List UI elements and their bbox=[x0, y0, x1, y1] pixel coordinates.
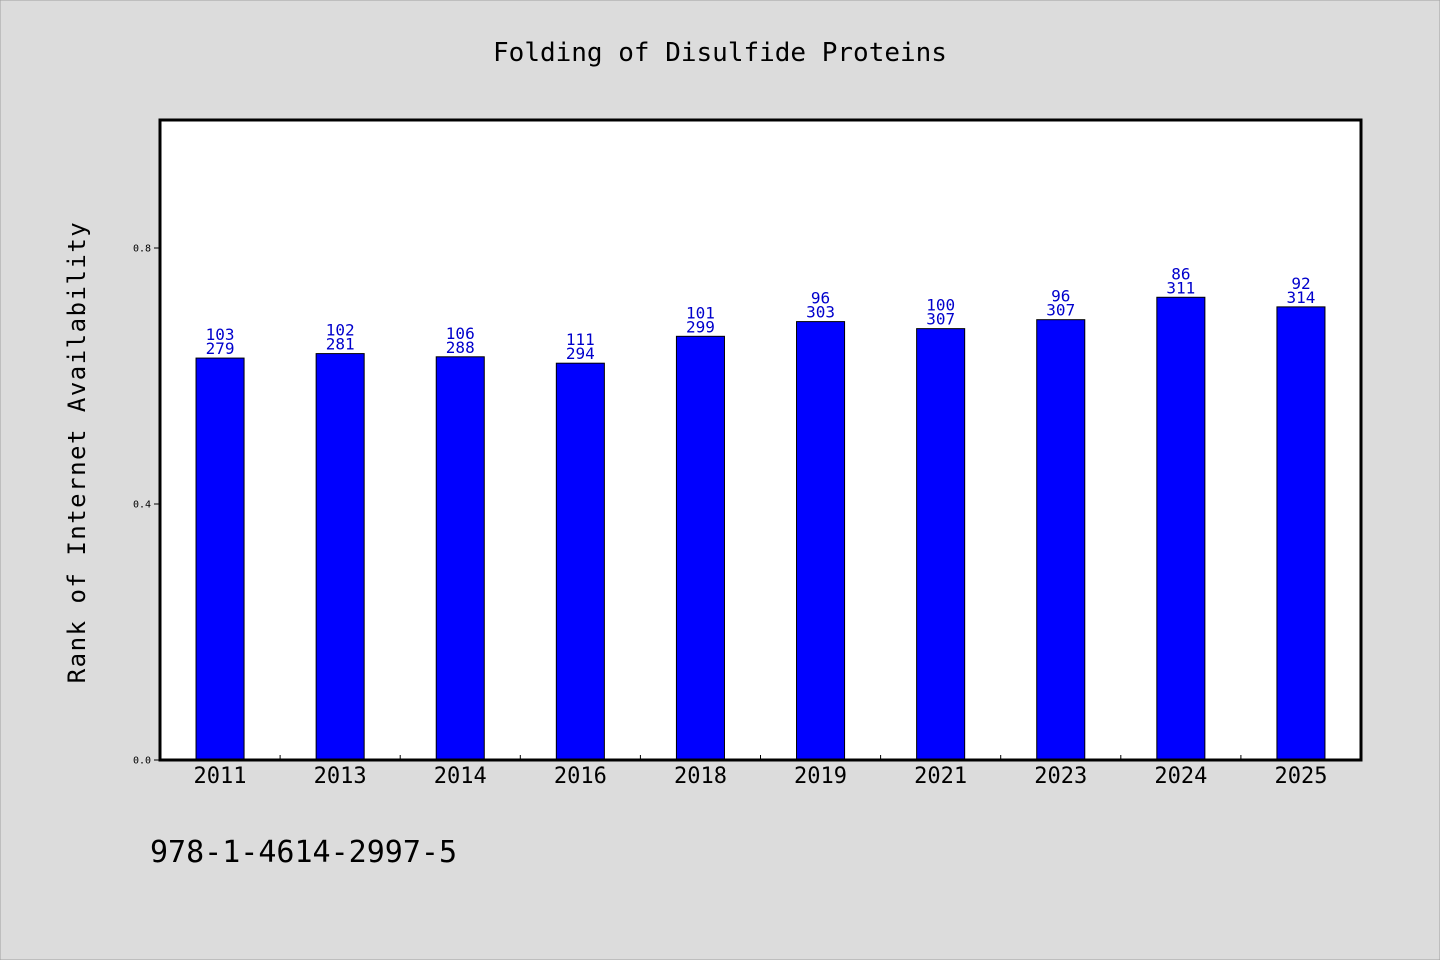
bar-annotation-bottom: 307 bbox=[1046, 301, 1075, 320]
bar-annotation-bottom: 307 bbox=[926, 310, 955, 329]
x-tick-label: 2025 bbox=[1274, 764, 1327, 789]
bar bbox=[195, 357, 245, 761]
bar-annotation-bottom: 314 bbox=[1286, 288, 1315, 307]
bar bbox=[1276, 306, 1326, 761]
bar bbox=[796, 321, 846, 761]
bars bbox=[195, 296, 1326, 761]
y-tick-label: 0.0 bbox=[133, 756, 151, 767]
y-tick-label: 0.4 bbox=[133, 500, 151, 511]
x-tick-label: 2016 bbox=[554, 764, 607, 789]
y-tick-label: 0.8 bbox=[133, 244, 151, 255]
bar-annotation-top: 86 bbox=[1171, 264, 1190, 283]
bar-annotation-top: 100 bbox=[926, 296, 955, 315]
x-tick-label: 2023 bbox=[1034, 764, 1087, 789]
bar-annotation-top: 103 bbox=[206, 325, 235, 344]
bar-annotation-bottom: 303 bbox=[806, 303, 835, 322]
bar-annotation-top: 96 bbox=[811, 289, 830, 308]
chart-title: Folding of Disulfide Proteins bbox=[493, 38, 947, 68]
bar-annotation-top: 101 bbox=[686, 303, 715, 322]
bar-annotation-bottom: 281 bbox=[326, 335, 355, 354]
bar-annotation-top: 92 bbox=[1291, 274, 1310, 293]
bar bbox=[315, 353, 365, 761]
x-tick-label: 2019 bbox=[794, 764, 847, 789]
bar bbox=[675, 335, 725, 761]
bar-annotation-bottom: 279 bbox=[206, 339, 235, 358]
bar bbox=[916, 328, 966, 761]
bar-annotation-bottom: 311 bbox=[1166, 278, 1195, 297]
x-tick-label: 2024 bbox=[1154, 764, 1207, 789]
plot-frame bbox=[158, 118, 1363, 762]
bar-annotation-top: 106 bbox=[446, 324, 475, 343]
bar-annotation-bottom: 299 bbox=[686, 317, 715, 336]
y-axis-label: Rank of Internet Availability bbox=[63, 221, 91, 684]
bar bbox=[1156, 296, 1206, 761]
x-tick-label: 2013 bbox=[314, 764, 367, 789]
footer-text: 978-1-4614-2997-5 bbox=[150, 835, 457, 870]
bar-annotation-top: 96 bbox=[1051, 287, 1070, 306]
bar bbox=[435, 356, 485, 761]
bar-annotation-top: 102 bbox=[326, 321, 355, 340]
bar bbox=[1036, 319, 1086, 761]
bar-annotation-bottom: 294 bbox=[566, 344, 595, 363]
x-tick-label: 2018 bbox=[674, 764, 727, 789]
bar bbox=[555, 362, 605, 761]
x-tick-label: 2014 bbox=[434, 764, 487, 789]
bar-annotation-bottom: 288 bbox=[446, 338, 475, 357]
x-tick-label: 2021 bbox=[914, 764, 967, 789]
bar-annotation-top: 111 bbox=[566, 330, 595, 349]
x-tick-label: 2011 bbox=[194, 764, 247, 789]
